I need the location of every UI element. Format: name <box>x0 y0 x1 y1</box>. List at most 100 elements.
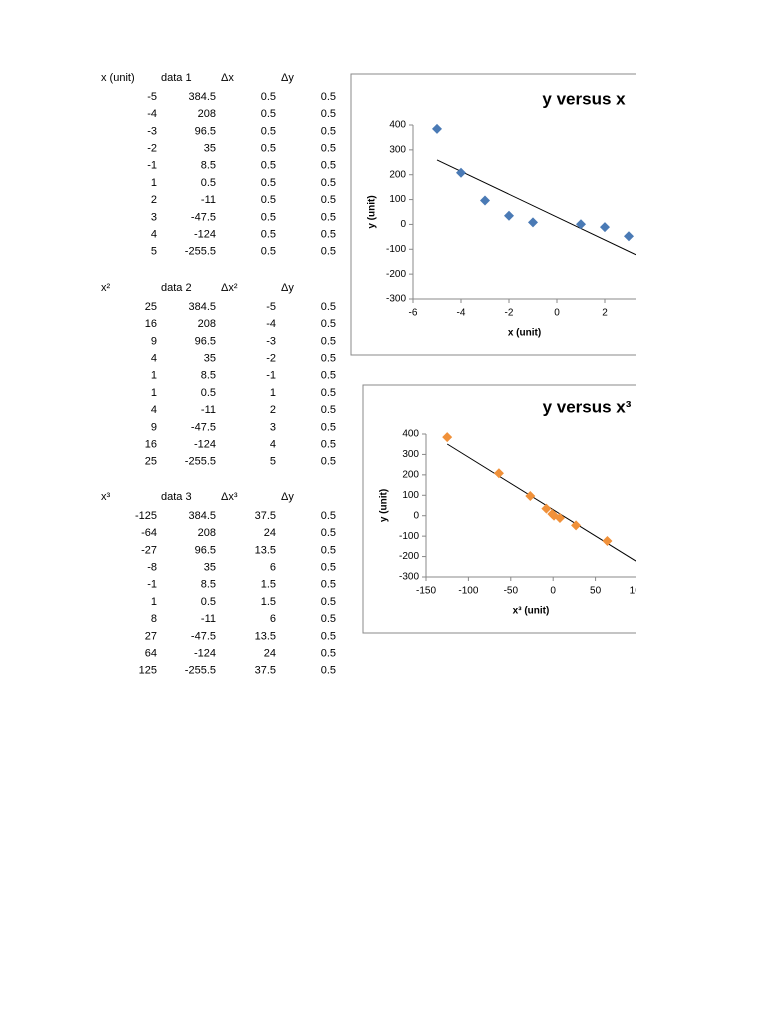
table-cell: 0.5 <box>261 229 276 241</box>
data-point <box>493 468 504 479</box>
data-point <box>600 222 610 233</box>
table-cell: 208 <box>198 527 216 539</box>
table-cell: 2 <box>270 404 276 416</box>
table-cell: 0.5 <box>321 630 336 642</box>
table: x (unit) data 1 Δx Δy -5 384.5 0.5 0.5 -4 208 0.5 0… <box>101 72 336 258</box>
table-cell: 0.5 <box>321 579 336 591</box>
x-tick-label: 0 <box>550 586 556 597</box>
table-cell: -4 <box>266 318 276 330</box>
table-cell: 5 <box>270 456 276 468</box>
table-cell: 0.5 <box>321 246 336 258</box>
table-cell: 0.5 <box>321 648 336 660</box>
table-cell: 64 <box>145 648 157 660</box>
y-tick-label: -300 <box>399 572 419 583</box>
x-tick-label: -6 <box>409 308 418 319</box>
data-point <box>432 123 442 134</box>
y-tick-label: -100 <box>386 244 406 255</box>
table-cell: -2 <box>147 143 157 155</box>
table-cell: 4 <box>151 404 157 416</box>
table-cell: 0.5 <box>201 596 216 608</box>
x-tick-label: -50 <box>504 586 519 597</box>
data-point <box>602 536 613 547</box>
table-cell: 4 <box>270 439 276 451</box>
table-cell: -5 <box>266 301 276 313</box>
table-header: data 1 <box>161 72 192 84</box>
table-header: Δy <box>281 491 294 503</box>
y-tick-label: 200 <box>402 469 419 480</box>
table-cell: 1.5 <box>261 579 276 591</box>
x-tick-label: 50 <box>590 586 602 597</box>
data-point <box>525 491 536 502</box>
table-cell: 24 <box>264 648 276 660</box>
table-cell: 1 <box>151 370 157 382</box>
table-cell: 0.5 <box>201 387 216 399</box>
x-tick-label: 0 <box>554 308 560 319</box>
table-header: Δy <box>281 282 294 294</box>
table-cell: 0.5 <box>321 370 336 382</box>
table-header: data 3 <box>161 491 192 503</box>
table-cell: 16 <box>145 439 157 451</box>
chart: y versus x -300 -200 -100 0 100 200 300 400 -6 -4 -… <box>350 73 636 356</box>
data-point <box>528 217 538 228</box>
data-point <box>624 231 634 242</box>
table-cell: 2 <box>151 194 157 206</box>
table-cell: 3 <box>151 211 157 223</box>
table: x³ data 3 Δx³ Δy -125 384.5 37.5 0.5 -64 208 24 0.5… <box>101 491 336 677</box>
table-cell: 0.5 <box>321 456 336 468</box>
data-point <box>554 512 565 523</box>
table-cell: 96.5 <box>195 335 216 347</box>
table-cell: 384.5 <box>188 510 216 522</box>
table-cell: 0.5 <box>321 194 336 206</box>
table-cell: 125 <box>139 665 157 677</box>
data-point <box>504 210 514 221</box>
table-cell: 0.5 <box>261 91 276 103</box>
chart-title: y versus x <box>542 89 626 108</box>
table-cell: 24 <box>264 527 276 539</box>
table-cell: 0.5 <box>321 229 336 241</box>
table-header: x³ <box>101 491 111 503</box>
x-tick-label: -2 <box>505 308 514 319</box>
y-tick-label: 400 <box>402 429 419 440</box>
table-cell: -4 <box>147 108 157 120</box>
table-cell: 1.5 <box>261 596 276 608</box>
table-cell: 0.5 <box>321 143 336 155</box>
table-header: x² <box>101 282 111 294</box>
table-cell: 0.5 <box>321 160 336 172</box>
table-header: Δx² <box>221 282 238 294</box>
table-cell: -3 <box>147 125 157 137</box>
table-cell: -125 <box>135 510 157 522</box>
table-cell: 3 <box>270 421 276 433</box>
table-cell: 0.5 <box>321 301 336 313</box>
table-cell: 0.5 <box>321 353 336 365</box>
table-cell: 0.5 <box>321 211 336 223</box>
y-tick-label: 400 <box>389 120 406 131</box>
table-header: x (unit) <box>101 72 135 84</box>
table-cell: 1 <box>151 596 157 608</box>
y-tick-label: 300 <box>389 144 406 155</box>
table-cell: 4 <box>151 353 157 365</box>
table-cell: 0.5 <box>321 404 336 416</box>
table-cell: 0.5 <box>261 194 276 206</box>
table-cell: 8.5 <box>201 160 216 172</box>
table-cell: 0.5 <box>261 125 276 137</box>
table-cell: 0.5 <box>321 527 336 539</box>
table-cell: 0.5 <box>261 160 276 172</box>
table-cell: 6 <box>270 613 276 625</box>
x-tick-label: -150 <box>416 586 436 597</box>
table-cell: 0.5 <box>321 421 336 433</box>
table-header: Δx <box>221 72 234 84</box>
table-cell: 0.5 <box>321 318 336 330</box>
table-cell: 0.5 <box>321 613 336 625</box>
table-cell: 0.5 <box>321 177 336 189</box>
y-tick-label: -200 <box>386 269 406 280</box>
table-cell: 35 <box>204 562 216 574</box>
table-cell: 0.5 <box>321 335 336 347</box>
table-cell: -11 <box>201 194 216 206</box>
table-cell: 0.5 <box>261 177 276 189</box>
x-tick-label: 100 <box>630 586 647 597</box>
table-cell: 25 <box>145 456 157 468</box>
table-cell: 1 <box>151 387 157 399</box>
data-point <box>480 195 490 206</box>
table-cell: 0.5 <box>321 108 336 120</box>
x-axis-title: x³ (unit) <box>513 606 550 617</box>
